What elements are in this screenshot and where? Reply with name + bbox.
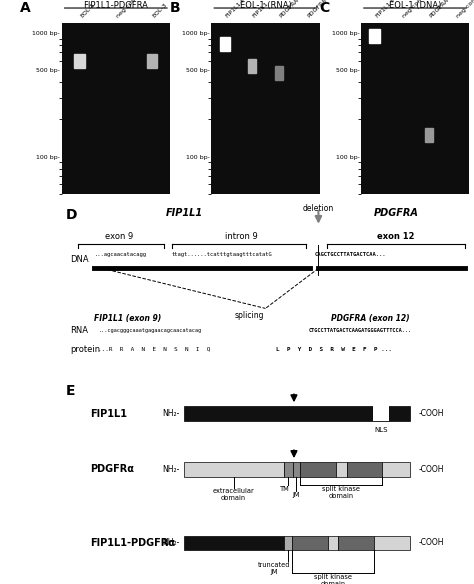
Text: EOL-3: EOL-3 [152,2,169,19]
Text: PDGFRA-FIP1L1: PDGFRA-FIP1L1 [428,0,466,19]
Text: neg control: neg control [116,0,145,19]
Text: -COOH: -COOH [418,538,444,547]
Text: C: C [319,1,330,15]
Text: FIP1L1-PDGFRA: FIP1L1-PDGFRA [83,1,148,10]
Text: DNA: DNA [70,255,88,263]
Bar [336,462,346,477]
Text: ...cgacgggcaaatgagaacagcaacatacag: ...cgacgggcaaatgagaacagcaacatacag [98,328,201,333]
Text: EOL-1 (DNA): EOL-1 (DNA) [389,1,441,10]
Bar [292,536,328,550]
Text: extracellular
domain: extracellular domain [213,488,255,502]
Text: PDGFRA: PDGFRA [374,208,419,218]
Text: FIP1L1-PDGFRA: FIP1L1-PDGFRA [225,0,262,19]
Text: NH₂-: NH₂- [163,538,180,547]
Text: B: B [170,1,181,15]
Bar [275,66,283,80]
Bar [328,536,338,550]
Text: RNA: RNA [70,326,88,335]
Text: PDGFRA (exon 12): PDGFRA (exon 12) [331,314,409,323]
Bar [369,29,380,43]
Text: splicing: splicing [234,311,264,320]
Text: FIP1L1 (exon 9): FIP1L1 (exon 9) [94,314,162,323]
Text: FIP1L1: FIP1L1 [252,1,270,19]
Bar [74,54,85,68]
Text: FIP1L1-PDGFRα: FIP1L1-PDGFRα [90,538,175,548]
Bar [184,462,284,477]
Text: -COOH: -COOH [418,465,444,474]
Bar [425,128,433,142]
Text: NLS: NLS [374,427,388,433]
Text: split kinase
domain: split kinase domain [314,574,352,584]
Text: EOL-1: EOL-1 [80,2,96,19]
Text: NH₂-: NH₂- [163,465,180,474]
Text: exon 9: exon 9 [105,232,133,241]
Text: deletion: deletion [303,204,334,214]
Text: PDGFRA-FIP1L1: PDGFRA-FIP1L1 [279,0,316,19]
Text: ...R  R  A  N  E  N  S  N  I  Q: ...R R A N E N S N I Q [98,347,210,352]
Text: JM: JM [292,492,300,498]
Text: EOL-1 (RNA): EOL-1 (RNA) [239,1,292,10]
Text: PDGFRα: PDGFRα [90,464,134,474]
Text: neg control: neg control [401,0,430,19]
Bar [346,462,383,477]
Bar [184,536,284,550]
Text: split kinase
domain: split kinase domain [322,486,360,499]
Bar [374,406,389,421]
Text: -COOH: -COOH [418,409,444,418]
Text: E: E [66,384,75,398]
Text: truncated
JM: truncated JM [258,562,291,575]
Text: A: A [20,1,31,15]
Text: exon 12: exon 12 [377,232,415,241]
Text: intron 9: intron 9 [225,232,257,241]
Text: TM: TM [280,485,290,492]
Text: D: D [66,208,77,222]
Bar [146,54,157,68]
Text: FIP1L1: FIP1L1 [165,208,202,218]
Text: FIP1L1: FIP1L1 [90,409,127,419]
Bar [293,462,300,477]
Text: ...agcaacatacagg: ...agcaacatacagg [94,252,146,258]
Text: FIP1L1-PDGFRA: FIP1L1-PDGFRA [374,0,412,19]
Bar [374,536,410,550]
Text: protein: protein [70,345,100,354]
Text: PDGFRA: PDGFRA [306,0,328,19]
Text: L  P  Y  D  S  R  W  E  F  P ...: L P Y D S R W E F P ... [275,347,392,352]
Text: ttagt......tcatttgtaagtttcatatG: ttagt......tcatttgtaagtttcatatG [172,252,273,258]
Bar [284,536,292,550]
Text: neg control: neg control [456,0,474,19]
Bar [184,406,410,421]
Bar [284,462,293,477]
Bar [300,462,336,477]
Text: CTGCCTTATGACTCAAGATGGGAGTTTCCA...: CTGCCTTATGACTCAAGATGGGAGTTTCCA... [308,328,411,333]
Bar [383,462,410,477]
Text: CAGCTGCCTTATGACTCAA...: CAGCTGCCTTATGACTCAA... [314,252,386,258]
Text: NH₂-: NH₂- [163,409,180,418]
Bar [220,37,229,51]
Bar [338,536,374,550]
Bar [248,58,256,72]
